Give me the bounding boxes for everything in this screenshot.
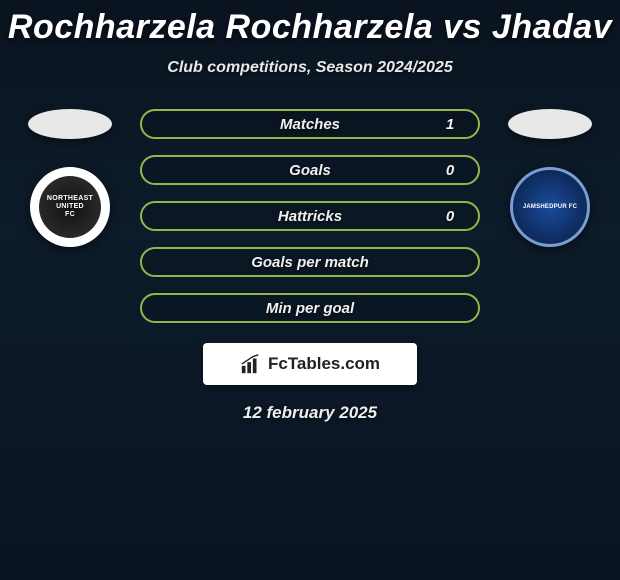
stat-row-min-per-goal: Min per goal bbox=[140, 293, 480, 323]
stats-column: Matches 1 Goals 0 Hattricks 0 Goals per … bbox=[140, 109, 480, 323]
stat-right-value: 1 bbox=[430, 111, 470, 137]
stat-row-goals: Goals 0 bbox=[140, 155, 480, 185]
stat-left-value bbox=[150, 157, 190, 183]
stat-left-value bbox=[150, 111, 190, 137]
stat-right-value bbox=[430, 295, 470, 321]
stat-left-value bbox=[150, 295, 190, 321]
club-right-name: JAMSHEDPUR FC bbox=[523, 204, 577, 211]
stat-label: Min per goal bbox=[266, 300, 354, 317]
stat-left-value bbox=[150, 249, 190, 275]
left-side: NORTHEAST UNITED FC bbox=[20, 109, 120, 247]
stat-left-value bbox=[150, 203, 190, 229]
club-badge-left-inner: NORTHEAST UNITED FC bbox=[39, 176, 101, 238]
stat-label: Goals per match bbox=[251, 254, 369, 271]
watermark-text: FcTables.com bbox=[268, 354, 380, 374]
comparison-panel: NORTHEAST UNITED FC Matches 1 Goals 0 Ha… bbox=[0, 109, 620, 323]
stat-right-value bbox=[430, 249, 470, 275]
subtitle: Club competitions, Season 2024/2025 bbox=[0, 59, 620, 77]
stat-row-goals-per-match: Goals per match bbox=[140, 247, 480, 277]
date-label: 12 february 2025 bbox=[0, 403, 620, 423]
stat-label: Matches bbox=[280, 116, 340, 133]
bar-chart-icon bbox=[240, 353, 262, 375]
stat-label: Hattricks bbox=[278, 208, 342, 225]
stat-row-matches: Matches 1 bbox=[140, 109, 480, 139]
watermark: FcTables.com bbox=[203, 343, 417, 385]
club-left-name: NORTHEAST UNITED bbox=[39, 195, 101, 210]
club-badge-left: NORTHEAST UNITED FC bbox=[30, 167, 110, 247]
stat-right-value: 0 bbox=[430, 157, 470, 183]
right-side: JAMSHEDPUR FC bbox=[500, 109, 600, 247]
stat-label: Goals bbox=[289, 162, 331, 179]
player-silhouette-left bbox=[28, 109, 112, 139]
stat-right-value: 0 bbox=[430, 203, 470, 229]
club-badge-right: JAMSHEDPUR FC bbox=[510, 167, 590, 247]
club-left-abbr: FC bbox=[65, 211, 75, 219]
page-title: Rochharzela Rochharzela vs Jhadav bbox=[0, 0, 620, 47]
stat-row-hattricks: Hattricks 0 bbox=[140, 201, 480, 231]
player-silhouette-right bbox=[508, 109, 592, 139]
